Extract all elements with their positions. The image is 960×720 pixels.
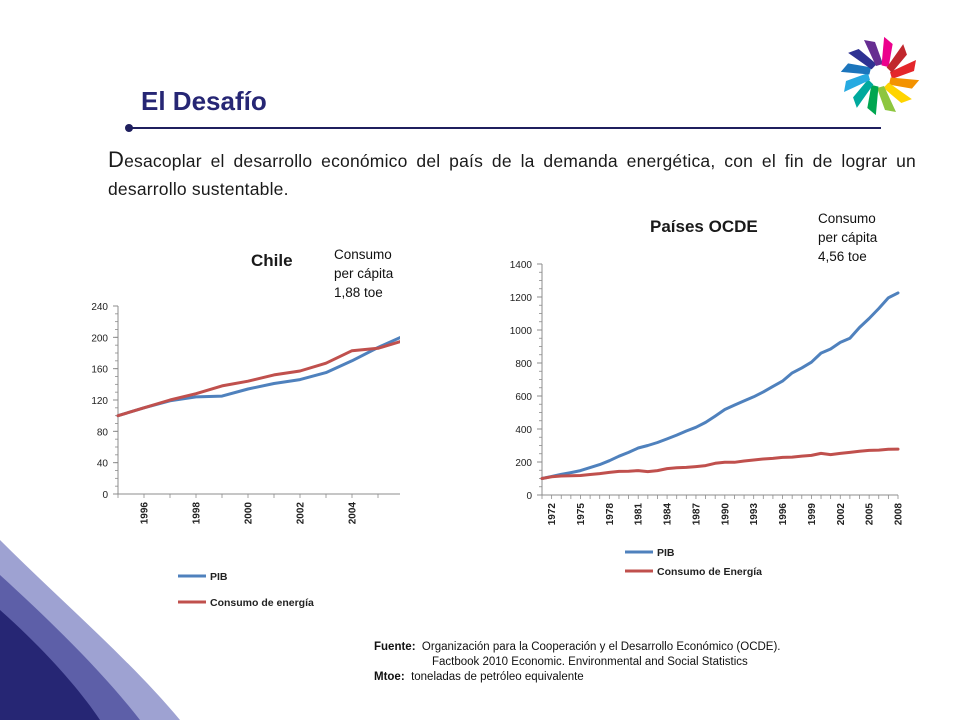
logo-blade bbox=[888, 77, 920, 89]
x-tick-label: 1999 bbox=[807, 503, 818, 526]
y-tick-label: 600 bbox=[515, 392, 532, 403]
ocde-line-chart: 0 200 400 600 800 1000 1200 1400 1972 1975 1978 198… bbox=[510, 260, 905, 578]
y-tick-label: 0 bbox=[102, 490, 108, 501]
series-line-consumo bbox=[116, 340, 400, 418]
logo-blade bbox=[881, 36, 893, 68]
y-tick-label: 240 bbox=[91, 302, 108, 313]
ocde-chart-title: Países OCDE bbox=[650, 217, 758, 236]
ocde-consumo-note: Consumo per cápita 4,56 toe bbox=[818, 209, 877, 266]
x-tick-label: 1987 bbox=[691, 503, 702, 526]
chile-chart-title: Chile bbox=[251, 251, 293, 270]
logo-blade bbox=[848, 49, 877, 70]
logo-blade bbox=[890, 60, 916, 79]
x-tick-label: 1978 bbox=[605, 503, 616, 526]
x-tick-label: 2005 bbox=[865, 503, 876, 526]
y-tick-label: 0 bbox=[526, 491, 532, 502]
fuente-line1: Organización para la Cooperación y el De… bbox=[421, 641, 781, 653]
chile-consumo-note: Consumo per cápita 1,88 toe bbox=[334, 245, 393, 302]
x-tick-label: 2000 bbox=[244, 502, 255, 525]
y-tick-label: 800 bbox=[515, 359, 532, 370]
x-tick-label: 1990 bbox=[720, 503, 731, 526]
x-tick-label: 2008 bbox=[894, 503, 905, 526]
y-tick-label: 80 bbox=[97, 427, 109, 438]
x-tick-label: 2006 bbox=[400, 502, 401, 525]
legend-label: Consumo de Energía bbox=[657, 566, 762, 578]
y-tick-label: 1000 bbox=[510, 326, 533, 337]
logo-blade bbox=[867, 84, 879, 116]
logo-blade bbox=[864, 40, 883, 66]
y-tick-label: 120 bbox=[91, 396, 108, 407]
chile-note-line: Consumo bbox=[334, 247, 392, 262]
x-tick-label: 1981 bbox=[634, 503, 645, 526]
series-line-consumo bbox=[540, 447, 900, 480]
x-tick-label: 2002 bbox=[296, 502, 307, 525]
y-tick-label: 40 bbox=[97, 459, 109, 470]
logo-blade bbox=[844, 73, 870, 92]
colorful-swirl-logo-icon bbox=[840, 36, 920, 116]
y-tick-label: 1200 bbox=[510, 293, 533, 304]
logo-blade bbox=[883, 82, 912, 103]
y-tick-label: 160 bbox=[91, 365, 108, 376]
ocde-note-line: 4,56 toe bbox=[818, 249, 867, 264]
logo-blade bbox=[877, 86, 896, 112]
x-tick-label: 1993 bbox=[749, 503, 760, 526]
x-tick-label: 1975 bbox=[576, 503, 587, 526]
y-tick-label: 1400 bbox=[510, 260, 533, 271]
x-tick-label: 2004 bbox=[348, 502, 359, 525]
logo-blade bbox=[853, 79, 874, 108]
fuente-label: Fuente: bbox=[374, 641, 416, 653]
y-tick-label: 200 bbox=[515, 458, 532, 469]
chile-note-line: per cápita bbox=[334, 266, 394, 281]
ocde-note-line: Consumo bbox=[818, 211, 876, 226]
x-tick-label: 1996 bbox=[778, 503, 789, 526]
x-tick-label: 1996 bbox=[140, 502, 151, 525]
legend-label: PIB bbox=[657, 547, 675, 559]
legend-label: PIB bbox=[210, 571, 228, 583]
series-line-pib bbox=[116, 335, 400, 418]
chile-line-chart: 0 40 80 120 160 200 240 1996 1998 2000 2002 2004 200… bbox=[91, 302, 401, 609]
logo-blade bbox=[840, 63, 872, 75]
x-tick-label: 1972 bbox=[547, 503, 558, 526]
y-tick-label: 400 bbox=[515, 425, 532, 436]
intro-text: Desacoplar el desarrollo económico del p… bbox=[108, 146, 916, 203]
title-divider bbox=[129, 127, 881, 129]
intro-body: esacoplar el desarrollo económico del pa… bbox=[108, 151, 916, 199]
legend-label: Consumo de energía bbox=[210, 597, 314, 609]
y-tick-label: 200 bbox=[91, 333, 108, 344]
logo-blade bbox=[886, 44, 907, 73]
slide-title: El Desafío bbox=[141, 86, 267, 116]
mtoe-text: toneladas de petróleo equivalente bbox=[411, 671, 584, 683]
source-note: Fuente: Organización para la Cooperación… bbox=[374, 640, 781, 685]
corner-dark-shape bbox=[0, 610, 100, 720]
ocde-note-line: per cápita bbox=[818, 230, 878, 245]
fuente-line2: Factbook 2010 Economic. Environmental an… bbox=[432, 656, 748, 668]
x-tick-label: 2002 bbox=[836, 503, 847, 526]
x-tick-label: 1998 bbox=[192, 502, 203, 525]
series-line-pib bbox=[540, 291, 900, 480]
title-divider-dot bbox=[125, 124, 133, 132]
intro-drop-cap: D bbox=[108, 147, 125, 172]
mtoe-label: Mtoe: bbox=[374, 671, 405, 683]
x-tick-label: 1984 bbox=[663, 503, 674, 526]
chile-note-line: 1,88 toe bbox=[334, 285, 383, 300]
